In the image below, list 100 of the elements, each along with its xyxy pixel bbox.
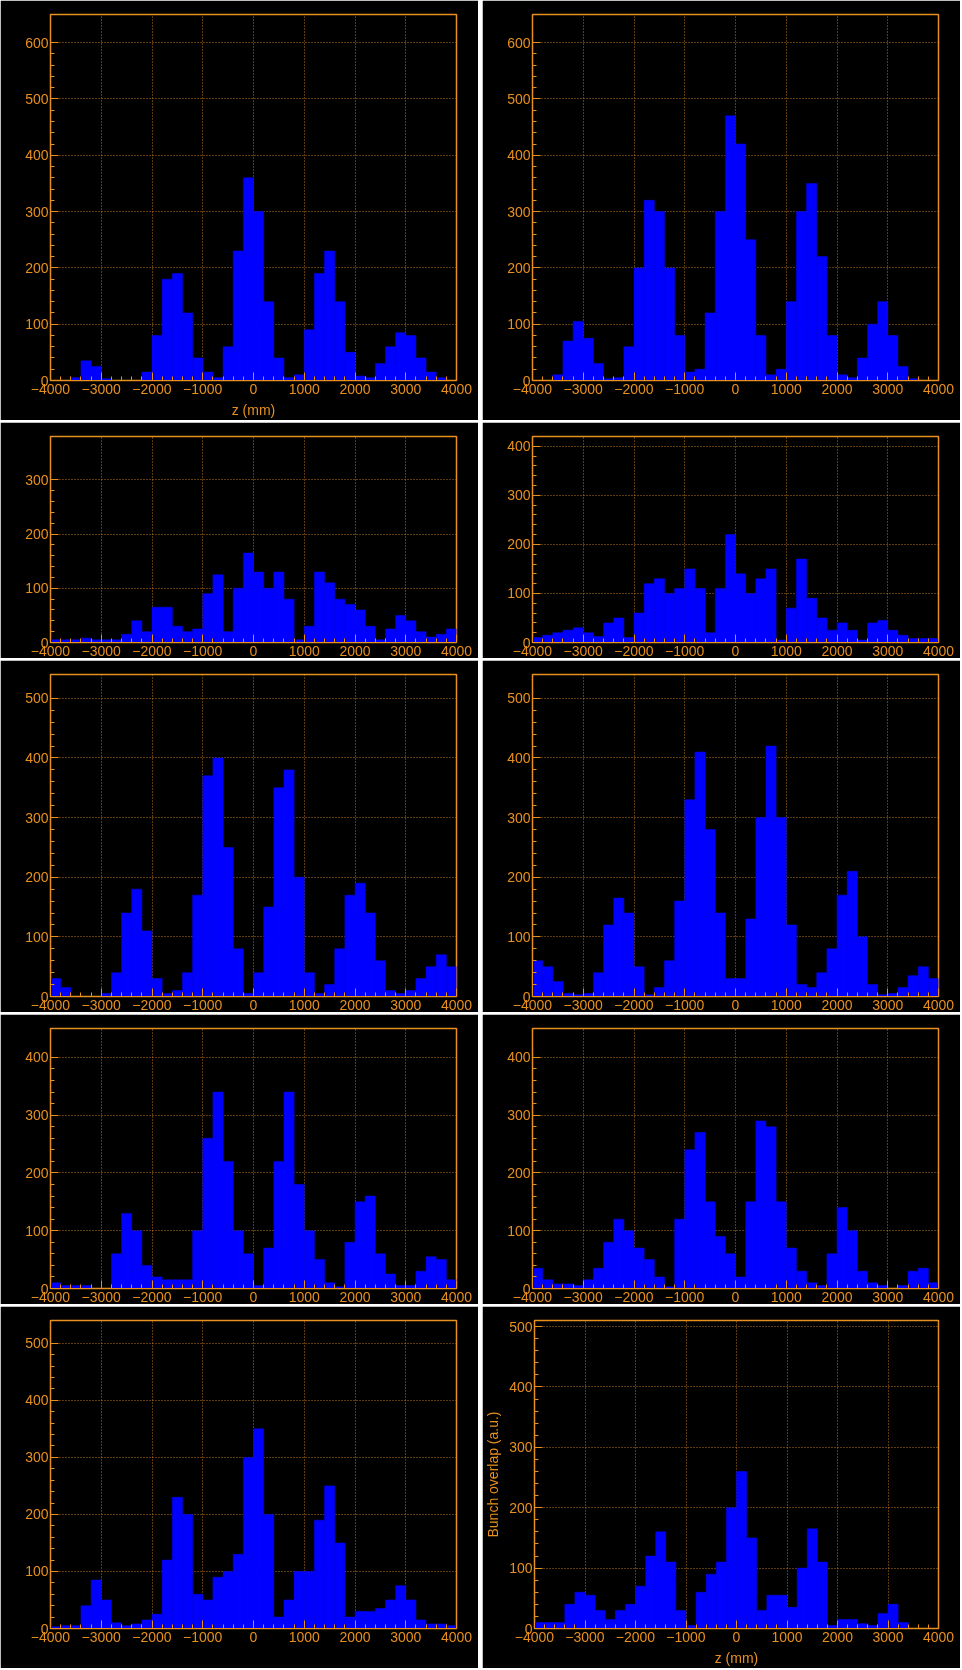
y-tick-label: 100 (507, 928, 531, 945)
x-tick-label: 4000 (922, 1288, 955, 1305)
x-tick-label: −3000 (563, 1288, 604, 1305)
x-tick-label: 4000 (922, 642, 955, 659)
x-tick-label: 1000 (770, 996, 803, 1013)
x-tick-label: 2000 (339, 642, 371, 659)
y-tick-label: 300 (507, 487, 531, 504)
y-tick-label: 300 (25, 1107, 49, 1124)
x-tick-label: 2000 (821, 996, 853, 1013)
x-tick-label: 1000 (288, 1288, 321, 1305)
x-tick-label: −2000 (132, 380, 172, 397)
y-tick-label: 300 (507, 809, 531, 826)
x-tick-label: −2000 (614, 996, 654, 1013)
x-tick-label: 2000 (339, 1288, 371, 1305)
x-tick-label: 0 (731, 380, 740, 397)
x-tick-label: 0 (249, 642, 258, 659)
x-tick-label: −1000 (665, 1288, 705, 1305)
y-tick-label: 200 (507, 869, 531, 886)
x-tick-label: −2000 (132, 642, 172, 659)
y-tick-label: 200 (507, 1164, 531, 1181)
y-tick-label: 400 (507, 438, 531, 455)
x-tick-label: −3000 (81, 642, 122, 659)
x-tick-label: −1000 (183, 1288, 223, 1305)
x-tick-label: 2000 (821, 642, 853, 659)
y-tick-label: 200 (509, 1499, 533, 1516)
y-tick-label: 200 (25, 259, 49, 276)
x-tick-label: 2000 (339, 380, 371, 397)
x-tick-label: 0 (731, 996, 740, 1013)
y-tick-label: 200 (25, 526, 49, 543)
y-tick-label: 300 (25, 1449, 49, 1466)
x-tick-label: −2000 (614, 380, 654, 397)
y-tick-label: 500 (507, 90, 531, 107)
x-tick-label: −3000 (81, 380, 122, 397)
y-tick-label: 100 (25, 316, 49, 333)
x-tick-label: −1000 (665, 642, 705, 659)
y-tick-label: 200 (25, 869, 49, 886)
y-tick-label: 500 (507, 690, 531, 707)
x-tick-label: −3000 (563, 380, 604, 397)
x-axis-title: z (mm) (714, 1649, 759, 1666)
y-tick-label: 300 (25, 471, 49, 488)
y-tick-label: 100 (509, 1560, 533, 1577)
y-tick-label: 600 (507, 34, 531, 51)
y-tick-label: 400 (25, 1392, 49, 1409)
x-tick-label: 1000 (771, 1628, 803, 1645)
x-tick-label: −1000 (183, 1628, 223, 1645)
y-tick-label: 500 (25, 1335, 49, 1352)
x-tick-label: −1000 (666, 1628, 706, 1645)
y-tick-label: 500 (25, 690, 49, 707)
y-tick-label: 300 (507, 203, 531, 220)
x-tick-label: 1000 (770, 380, 803, 397)
x-tick-label: −3000 (81, 1628, 122, 1645)
y-tick-label: 200 (507, 536, 531, 553)
x-tick-label: 0 (732, 1628, 741, 1645)
x-tick-label: −1000 (183, 380, 223, 397)
x-tick-label: 2000 (339, 1628, 371, 1645)
x-tick-label: 3000 (872, 380, 904, 397)
y-tick-label: 500 (25, 90, 49, 107)
y-axis-title: Bunch overlap (a.u.) (485, 1411, 502, 1538)
x-tick-label: 3000 (390, 1628, 422, 1645)
x-tick-label: 0 (249, 1628, 258, 1645)
x-tick-label: 1000 (288, 642, 321, 659)
x-tick-label: −3000 (565, 1628, 605, 1645)
y-tick-label: 300 (509, 1439, 533, 1456)
x-tick-label: 4000 (440, 1628, 473, 1645)
y-tick-label: 400 (507, 1049, 531, 1066)
y-tick-label: 100 (25, 580, 49, 597)
x-tick-label: 3000 (390, 380, 422, 397)
x-tick-label: 1000 (288, 996, 321, 1013)
x-tick-label: 4000 (922, 996, 955, 1013)
x-tick-label: −3000 (563, 996, 604, 1013)
x-tick-label: 1000 (770, 642, 803, 659)
x-tick-label: 4000 (922, 1628, 955, 1645)
x-tick-label: 2000 (821, 1288, 853, 1305)
y-tick-label: 400 (509, 1378, 533, 1395)
x-tick-label: −1000 (665, 380, 705, 397)
y-tick-label: 100 (25, 1563, 49, 1580)
x-tick-label: 3000 (872, 642, 904, 659)
y-tick-label: 200 (507, 259, 531, 276)
x-axis-title: z (mm) (231, 401, 276, 418)
x-tick-label: 0 (249, 996, 258, 1013)
x-tick-label: 3000 (872, 1288, 904, 1305)
y-tick-label: 400 (507, 749, 531, 766)
x-tick-label: −1000 (183, 996, 223, 1013)
x-tick-label: 0 (249, 380, 258, 397)
x-tick-label: 0 (731, 1288, 740, 1305)
y-tick-label: 200 (25, 1506, 49, 1523)
x-tick-label: −2000 (614, 1288, 654, 1305)
x-tick-label: 4000 (440, 380, 473, 397)
y-tick-label: 100 (507, 1222, 531, 1239)
x-tick-label: −2000 (132, 1288, 172, 1305)
x-tick-label: 0 (249, 1288, 258, 1305)
x-tick-label: 3000 (390, 642, 422, 659)
x-tick-label: 1000 (770, 1288, 803, 1305)
y-tick-label: 400 (25, 749, 49, 766)
x-tick-label: 1000 (288, 1628, 321, 1645)
x-tick-label: 0 (731, 642, 740, 659)
y-tick-label: 400 (25, 147, 49, 164)
y-tick-label: 600 (25, 34, 49, 51)
x-tick-label: 4000 (440, 996, 473, 1013)
x-tick-label: 4000 (440, 1288, 473, 1305)
